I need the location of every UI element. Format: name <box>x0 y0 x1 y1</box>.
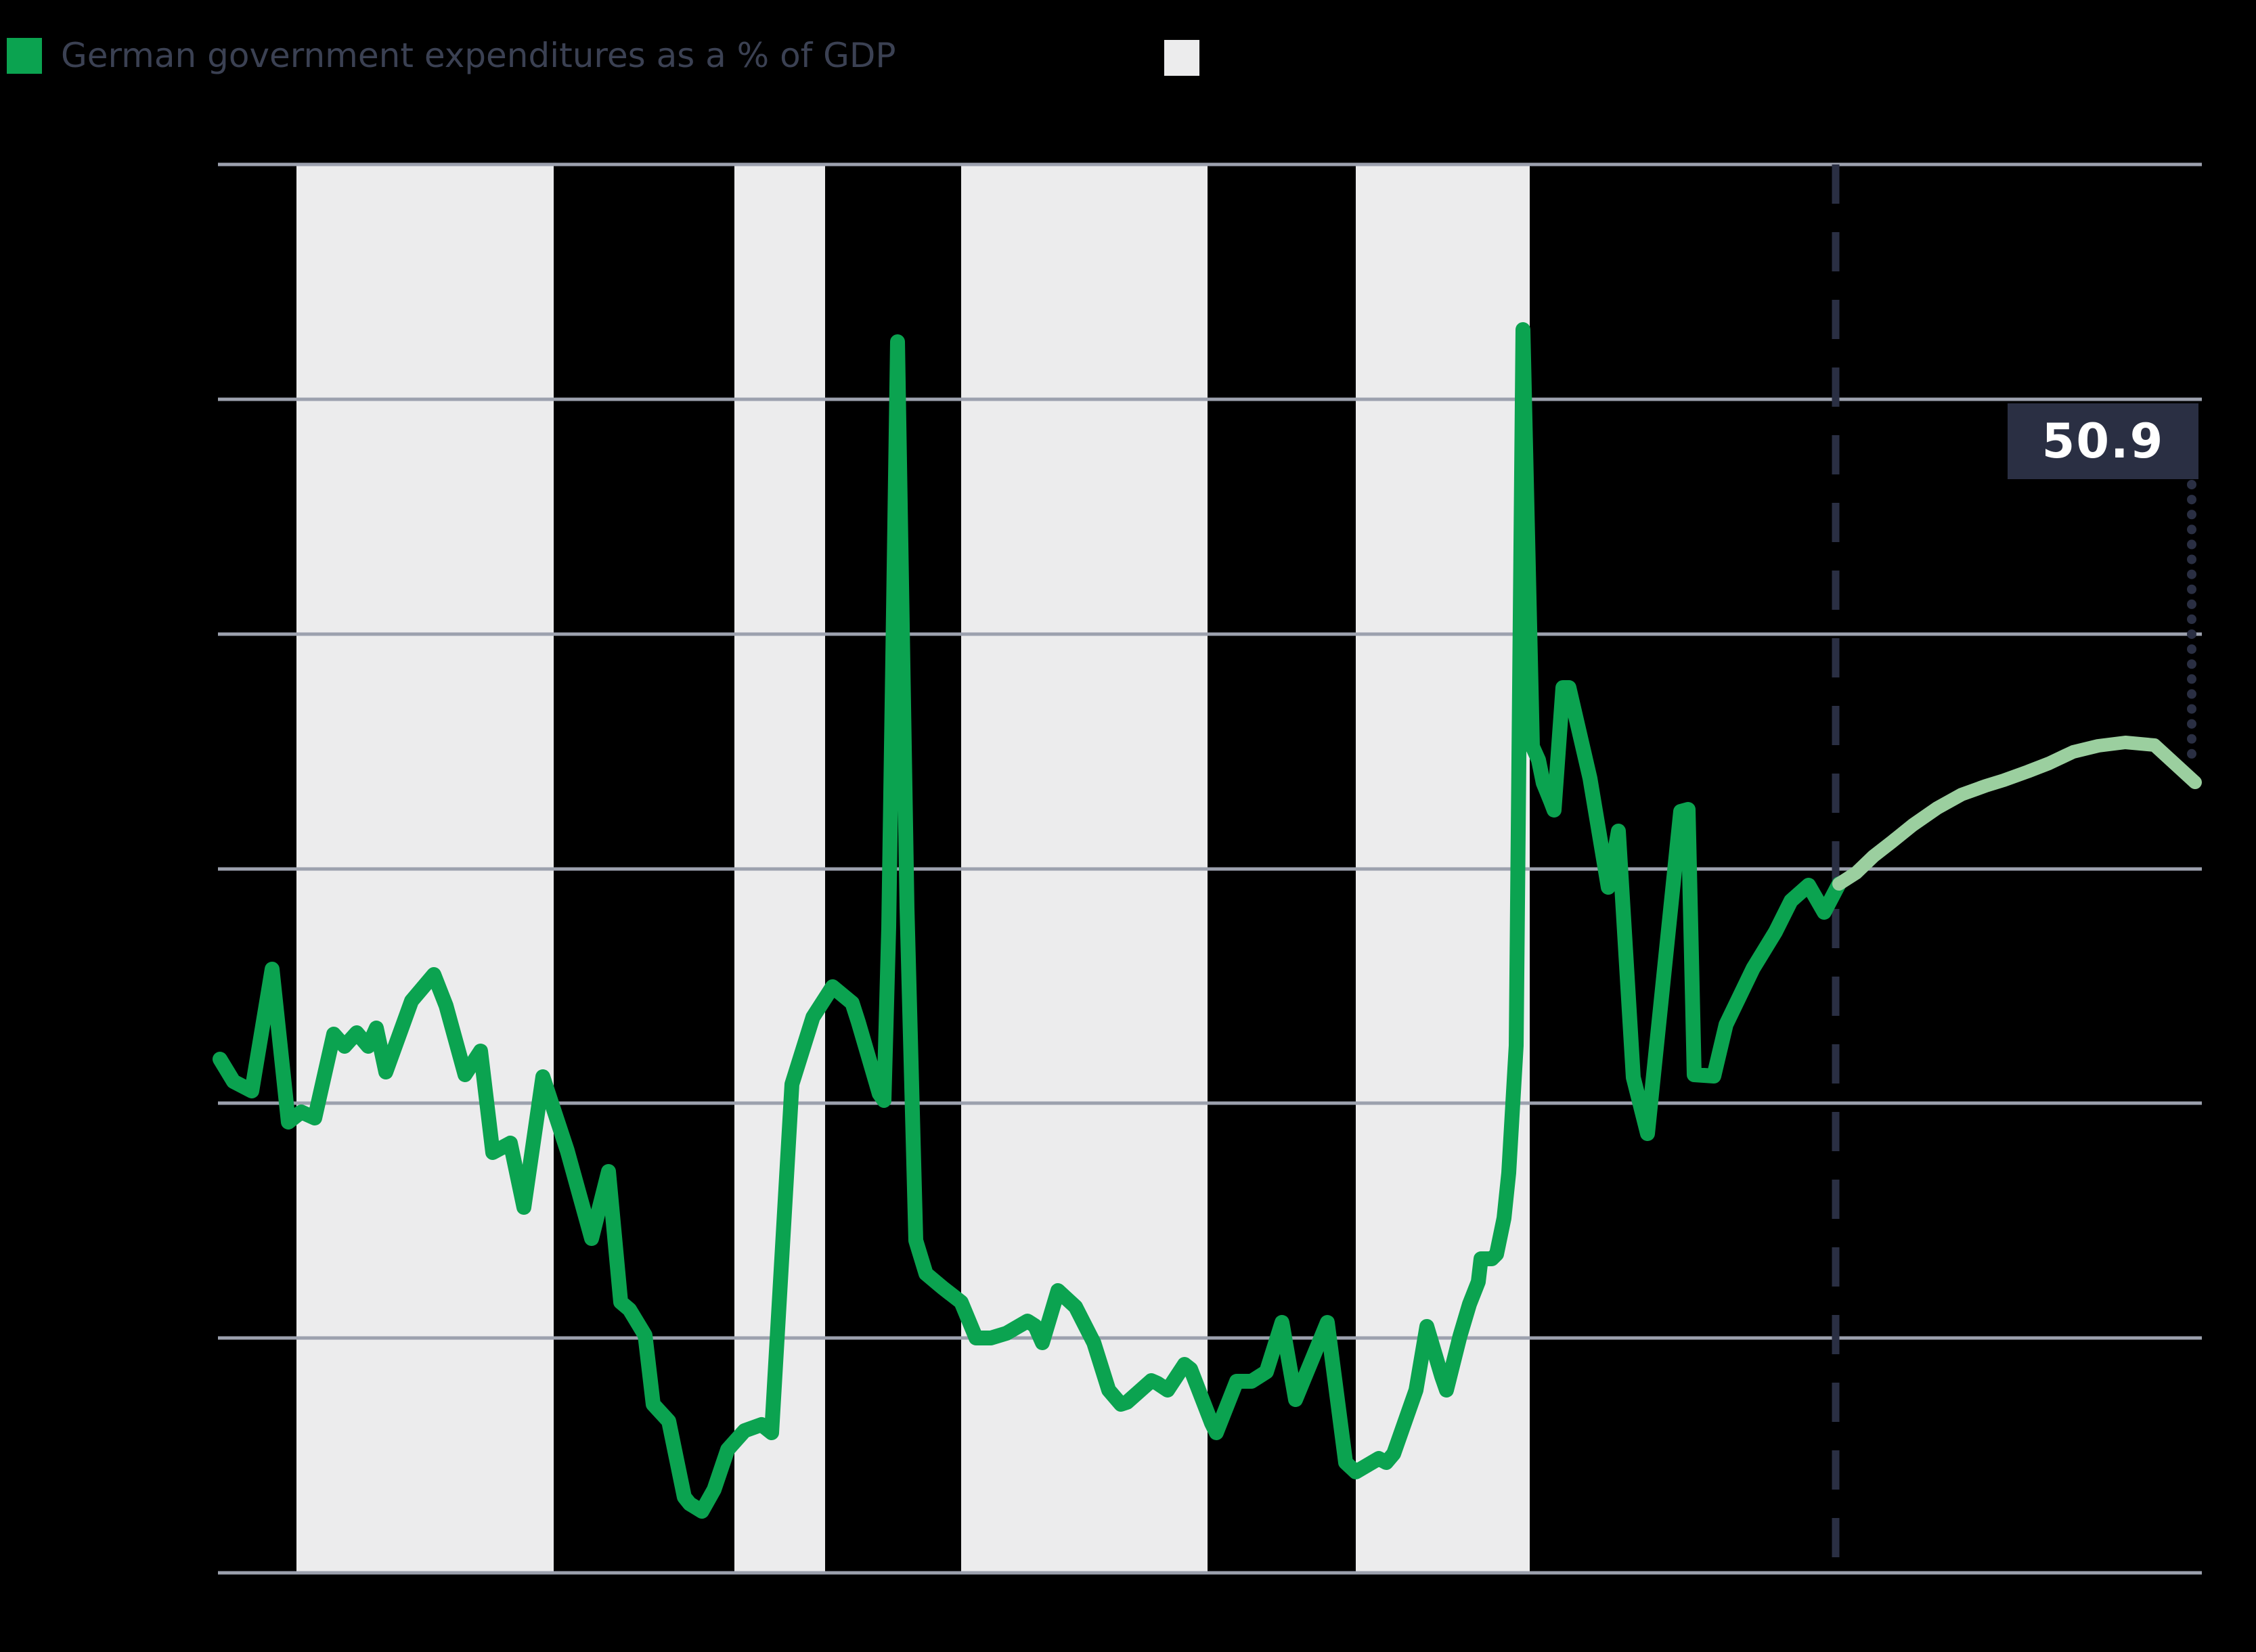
legend-label-expenditures: German government expenditures as a % of… <box>61 36 896 75</box>
legend-item-expenditures: German government expenditures as a % of… <box>7 37 896 74</box>
series-historical-line <box>213 322 1846 1519</box>
legend-swatch-expenditures-icon <box>7 37 42 74</box>
end-value-badge: 50.9 <box>2008 403 2198 479</box>
legend-item-secondary <box>1164 40 1218 76</box>
series-forecast-line <box>1832 736 2202 891</box>
legend-swatch-secondary-icon <box>1164 40 1199 76</box>
